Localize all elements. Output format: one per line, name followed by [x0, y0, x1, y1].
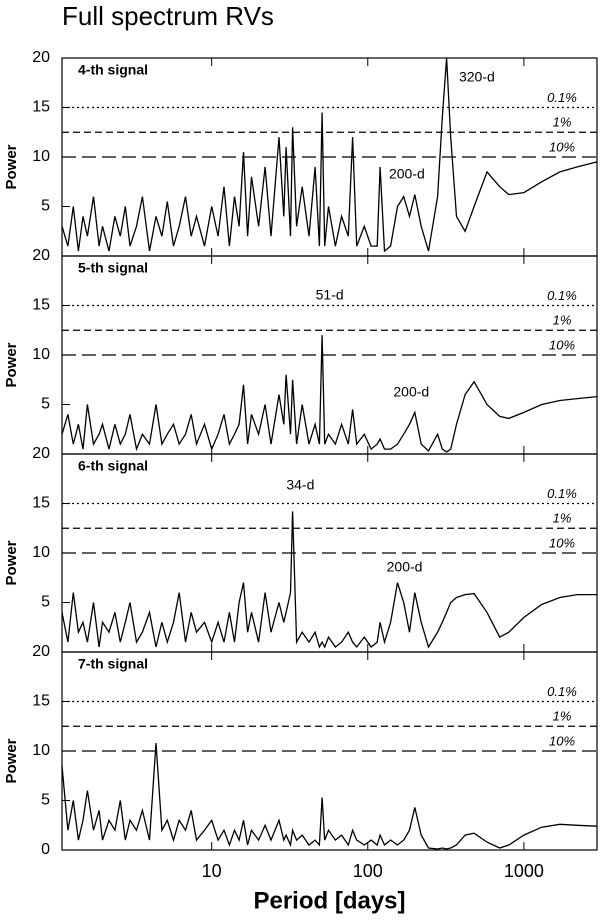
periodogram-line — [61, 511, 597, 649]
peak-annotation: 200-d — [387, 559, 423, 575]
peak-annotation: 200-d — [389, 166, 425, 182]
peak-annotation: 51-d — [316, 286, 344, 302]
y-tick-label: 5 — [41, 396, 50, 413]
peak-annotation: 200-d — [393, 383, 429, 399]
y-axis-label: Power — [3, 342, 20, 387]
y-tick-label: 10 — [32, 346, 50, 363]
threshold-label: 10% — [549, 337, 575, 352]
y-tick-label: 20 — [32, 247, 50, 264]
periodogram-line — [61, 57, 598, 253]
figure-title: Full spectrum RVs — [62, 1, 274, 31]
y-axis-label: Power — [3, 540, 20, 585]
y-tick-label: 20 — [32, 49, 50, 66]
threshold-label: 10% — [549, 139, 575, 154]
threshold-label: 1% — [553, 511, 572, 526]
panel-title: 4-th signal — [78, 62, 148, 78]
y-tick-label: 5 — [41, 198, 50, 215]
periodogram-line — [61, 335, 598, 453]
threshold-label: 1% — [553, 709, 572, 724]
peak-annotation: 320-d — [459, 69, 495, 85]
threshold-label: 0.1% — [547, 90, 577, 105]
y-tick-label: 10 — [32, 742, 50, 759]
y-tick-label: 10 — [32, 148, 50, 165]
threshold-label: 0.1% — [547, 684, 577, 699]
y-axis-label: Power — [3, 738, 20, 783]
threshold-label: 0.1% — [547, 288, 577, 303]
x-tick-label: 100 — [353, 861, 383, 881]
threshold-label: 1% — [553, 313, 572, 328]
peak-annotation: 34-d — [286, 476, 314, 492]
y-tick-label: 15 — [32, 693, 50, 710]
panel-title: 6-th signal — [78, 458, 148, 474]
threshold-label: 10% — [549, 535, 575, 550]
y-tick-label: 0 — [41, 841, 50, 858]
y-tick-label: 15 — [32, 99, 50, 116]
y-tick-label: 15 — [32, 495, 50, 512]
y-tick-label: 10 — [32, 544, 50, 561]
x-tick-label: 10 — [202, 861, 222, 881]
threshold-label: 10% — [549, 733, 575, 748]
y-tick-label: 5 — [41, 594, 50, 611]
panel-title: 7-th signal — [78, 656, 148, 672]
y-tick-label: 20 — [32, 445, 50, 462]
threshold-label: 0.1% — [547, 486, 577, 501]
periodogram-line — [61, 743, 598, 850]
y-tick-label: 20 — [32, 643, 50, 660]
y-axis-label: Power — [3, 144, 20, 189]
y-tick-label: 5 — [41, 792, 50, 809]
x-axis-label: Period [days] — [253, 887, 405, 914]
panel-title: 5-th signal — [78, 260, 148, 276]
x-tick-label: 1000 — [504, 861, 544, 881]
y-tick-label: 15 — [32, 297, 50, 314]
threshold-label: 1% — [553, 115, 572, 130]
